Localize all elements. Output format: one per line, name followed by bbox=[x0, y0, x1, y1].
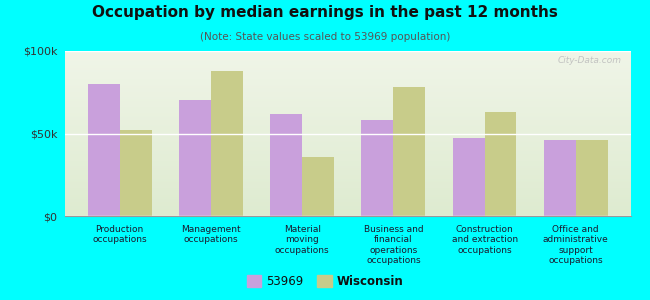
Legend: 53969, Wisconsin: 53969, Wisconsin bbox=[242, 270, 408, 292]
Bar bbox=[484, 112, 517, 216]
Bar bbox=[120, 130, 151, 216]
Text: (Note: State values scaled to 53969 population): (Note: State values scaled to 53969 popu… bbox=[200, 32, 450, 41]
Bar bbox=[576, 140, 608, 216]
Text: Occupation by median earnings in the past 12 months: Occupation by median earnings in the pas… bbox=[92, 4, 558, 20]
Bar bbox=[544, 140, 576, 216]
Bar bbox=[270, 114, 302, 216]
Bar bbox=[361, 120, 393, 216]
Bar bbox=[88, 84, 120, 216]
Bar bbox=[452, 138, 484, 216]
Bar bbox=[179, 100, 211, 216]
Text: City-Data.com: City-Data.com bbox=[558, 56, 622, 65]
Bar bbox=[302, 157, 334, 216]
Bar bbox=[393, 87, 425, 216]
Bar bbox=[211, 71, 243, 216]
